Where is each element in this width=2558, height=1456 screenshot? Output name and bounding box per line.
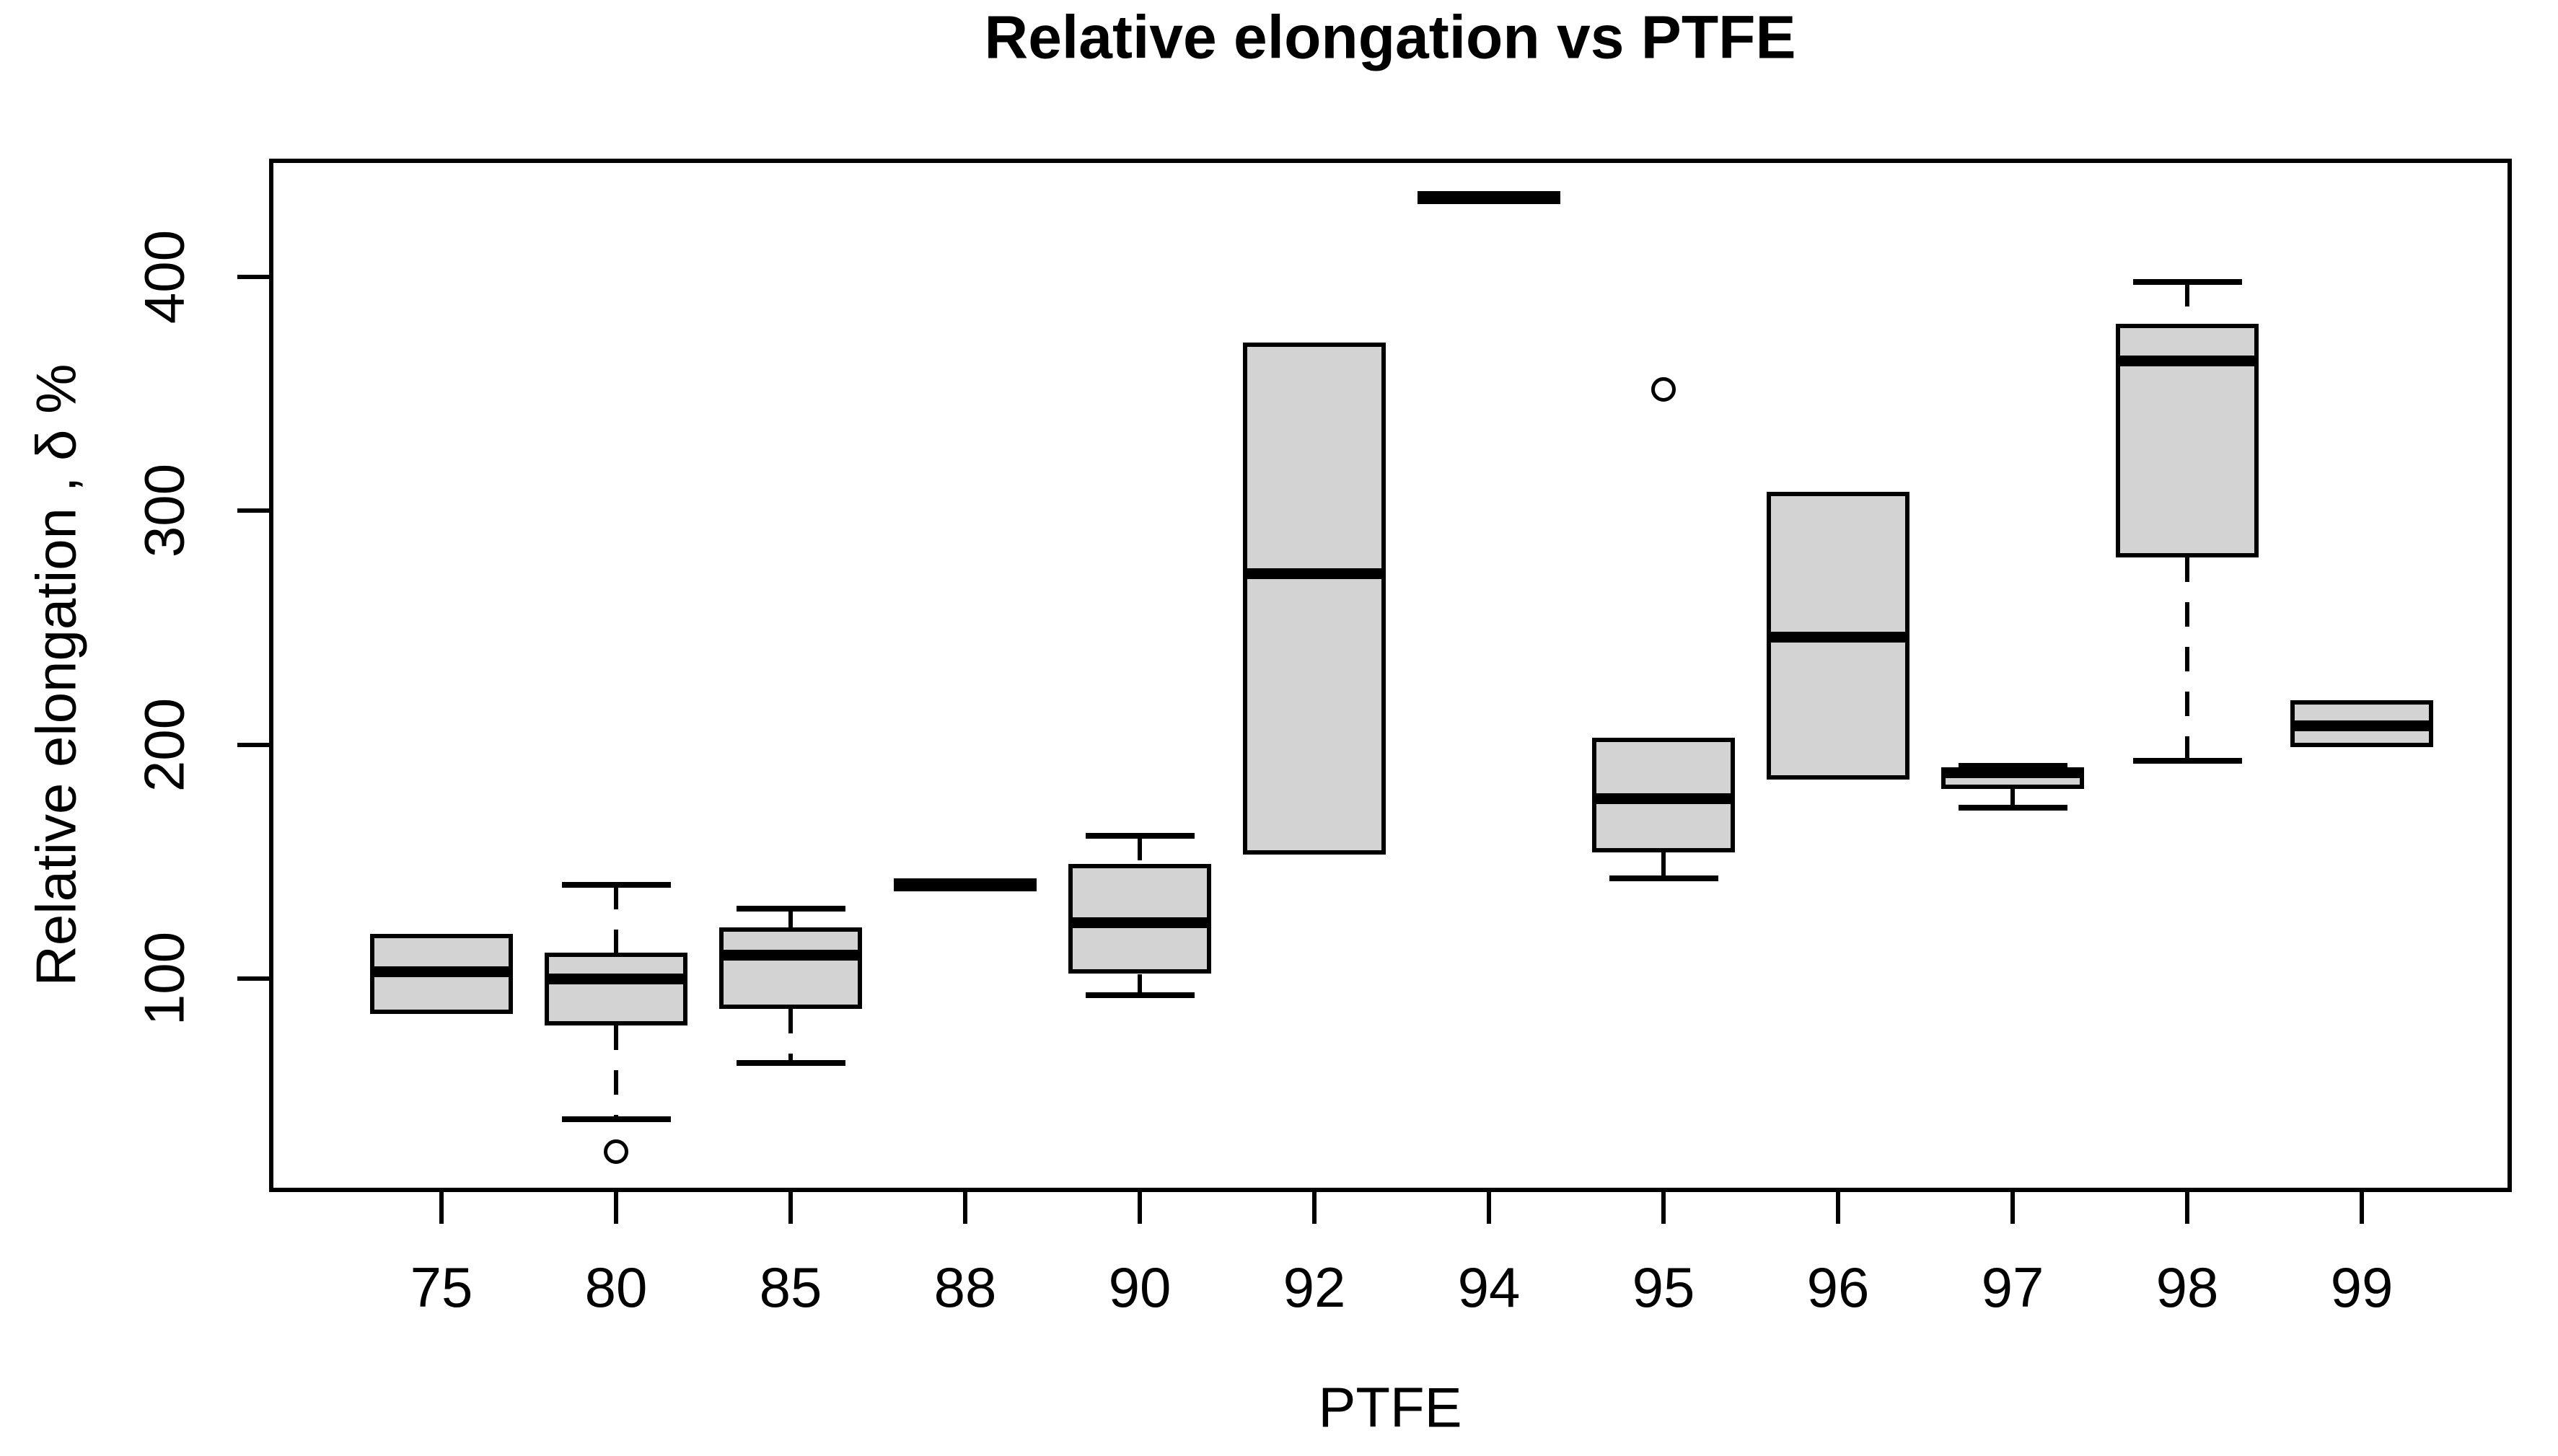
- median-line: [1243, 568, 1386, 580]
- median-line: [1941, 767, 2084, 779]
- lower-whisker: [2185, 557, 2189, 762]
- median-line: [719, 950, 862, 961]
- lower-whisker: [2010, 789, 2015, 808]
- x-axis-tick: [1312, 1192, 1317, 1224]
- x-axis-tick: [1487, 1192, 1491, 1224]
- x-axis-tick: [1836, 1192, 1840, 1224]
- boxplot-box-85: [719, 927, 862, 1010]
- x-tick-label: 88: [933, 1256, 997, 1319]
- y-axis-tick: [237, 508, 269, 513]
- y-tick-label: 100: [132, 931, 196, 1026]
- x-axis-tick: [439, 1192, 444, 1224]
- lower-whisker: [788, 1009, 793, 1063]
- x-tick-label: 90: [1108, 1256, 1172, 1319]
- upper-whisker-cap: [1085, 833, 1195, 839]
- median-line: [894, 878, 1037, 892]
- x-tick-label: 97: [1981, 1256, 2044, 1319]
- outlier-point: [1651, 376, 1676, 402]
- lower-whisker-cap: [561, 1116, 671, 1122]
- x-tick-label: 94: [1457, 1256, 1521, 1319]
- lower-whisker: [1661, 852, 1666, 878]
- upper-whisker: [788, 908, 793, 927]
- x-tick-label: 98: [2155, 1256, 2219, 1319]
- upper-whisker: [614, 885, 618, 953]
- y-tick-label: 200: [132, 697, 196, 792]
- upper-whisker: [1138, 836, 1142, 865]
- lower-whisker-cap: [1085, 992, 1195, 998]
- x-tick-label: 99: [2330, 1256, 2394, 1319]
- median-line: [545, 973, 687, 984]
- median-line: [1418, 190, 1560, 204]
- upper-whisker: [2185, 281, 2189, 324]
- x-axis-tick: [2010, 1192, 2015, 1224]
- lower-whisker-cap: [2132, 758, 2242, 764]
- x-axis-tick: [2360, 1192, 2364, 1224]
- x-tick-label: 85: [759, 1256, 822, 1319]
- y-axis-tick: [237, 742, 269, 747]
- x-tick-label: 80: [584, 1256, 648, 1319]
- y-tick-label: 400: [132, 230, 196, 325]
- upper-whisker-cap: [736, 905, 845, 912]
- lower-whisker-cap: [1609, 875, 1718, 881]
- chart-title: Relative elongation vs PTFE: [984, 3, 1796, 71]
- lower-whisker: [614, 1025, 618, 1119]
- y-axis-tick: [237, 976, 269, 981]
- upper-whisker-cap: [1958, 762, 2067, 769]
- upper-whisker-cap: [2132, 278, 2242, 285]
- median-line: [1767, 632, 1909, 643]
- x-axis-tick: [1138, 1192, 1142, 1224]
- boxplot-box-80: [545, 953, 687, 1025]
- lower-whisker-cap: [1958, 805, 2067, 811]
- x-axis-tick: [2185, 1192, 2189, 1224]
- lower-whisker-cap: [736, 1059, 845, 1066]
- x-tick-label: 96: [1806, 1256, 1870, 1319]
- x-axis-tick: [1661, 1192, 1666, 1224]
- x-axis-tick: [963, 1192, 967, 1224]
- x-axis-label: PTFE: [1318, 1375, 1462, 1439]
- boxplot-box-92: [1243, 342, 1386, 855]
- y-axis-tick: [237, 275, 269, 280]
- median-line: [2116, 356, 2259, 367]
- median-line: [2290, 720, 2433, 732]
- x-tick-label: 95: [1632, 1256, 1695, 1319]
- median-line: [1068, 917, 1211, 928]
- x-axis-tick: [614, 1192, 618, 1224]
- lower-whisker: [1138, 974, 1142, 995]
- y-tick-label: 300: [132, 464, 196, 558]
- x-tick-label: 75: [410, 1256, 473, 1319]
- x-axis-tick: [788, 1192, 793, 1224]
- x-tick-label: 92: [1283, 1256, 1346, 1319]
- median-line: [1592, 793, 1735, 804]
- upper-whisker-cap: [561, 882, 671, 888]
- median-line: [370, 966, 513, 977]
- outlier-point: [604, 1139, 628, 1164]
